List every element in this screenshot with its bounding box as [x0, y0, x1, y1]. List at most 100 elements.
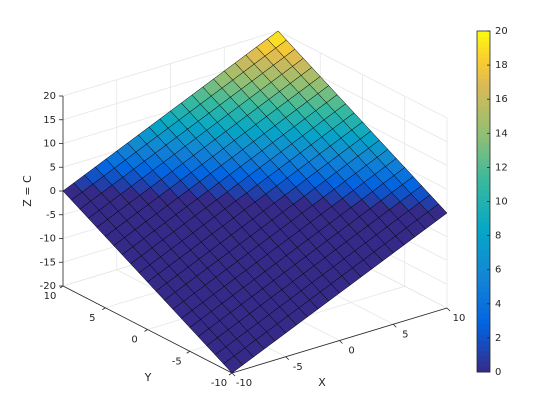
colorbar-cell: [477, 244, 490, 250]
colorbar-cell: [477, 260, 490, 266]
z-tick-label: -5: [46, 210, 56, 221]
z-tick-label: 0: [50, 186, 56, 197]
colorbar-tick-label: 18: [495, 60, 508, 71]
colorbar-cell: [477, 212, 490, 218]
z-tick-label: 20: [43, 91, 56, 102]
z-tick-label: 5: [50, 162, 56, 173]
colorbar-cell: [477, 313, 490, 320]
colorbar-cell: [477, 270, 490, 277]
colorbar-cell: [477, 164, 490, 171]
colorbar-cell: [477, 137, 490, 144]
colorbar-cell: [477, 126, 490, 133]
colorbar-cell: [477, 105, 490, 112]
colorbar-cell: [477, 84, 490, 91]
colorbar-cell: [477, 174, 490, 181]
colorbar-cell: [477, 201, 490, 208]
colorbar-cell: [477, 36, 490, 43]
colorbar-cell: [477, 206, 490, 213]
colorbar-tick-label: 20: [495, 26, 508, 37]
colorbar-cell: [477, 318, 490, 325]
colorbar-tick-label: 16: [495, 94, 508, 105]
colorbar-tick-label: 4: [495, 299, 501, 310]
colorbar-cell: [477, 148, 490, 155]
colorbar-cell: [477, 158, 490, 165]
colorbar-tick-label: 2: [495, 333, 501, 344]
colorbar-cell: [477, 196, 490, 202]
colorbar-cell: [477, 329, 490, 336]
colorbar-cell: [477, 334, 490, 341]
colorbar-cell: [477, 249, 490, 256]
colorbar-cell: [477, 366, 490, 373]
colorbar-cell: [477, 281, 490, 288]
colorbar-cell: [477, 68, 490, 75]
y-tick-label: 0: [131, 335, 137, 346]
y-tick: [102, 307, 106, 311]
colorbar-cell: [477, 286, 490, 293]
colorbar-cell: [477, 276, 490, 282]
z-tick-label: -20: [40, 281, 56, 292]
colorbar-cell: [477, 180, 490, 187]
colorbar-cell: [477, 89, 490, 96]
colorbar-tick-label: 8: [495, 231, 501, 242]
colorbar-cell: [477, 217, 490, 224]
y-tick: [144, 329, 148, 332]
colorbar-cell: [477, 116, 490, 123]
z-tick-label: 15: [43, 115, 56, 126]
colorbar-tick-label: 10: [495, 197, 508, 208]
colorbar-cell: [477, 62, 490, 69]
z-tick-label: 10: [43, 139, 56, 150]
x-tick-label: -5: [293, 362, 303, 373]
surface-face: [223, 355, 244, 374]
x-tick: [339, 340, 343, 344]
colorbar-cell: [477, 356, 490, 362]
colorbar-cell: [477, 142, 490, 149]
x-tick: [285, 356, 290, 361]
colorbar-cell: [477, 100, 490, 107]
y-tick: [186, 350, 190, 354]
colorbar-tick-label: 6: [495, 265, 501, 276]
x-tick-label: 10: [453, 313, 466, 324]
colorbar-tick-label: 14: [495, 128, 508, 139]
colorbar-cell: [477, 31, 490, 37]
colorbar-cell: [477, 185, 490, 192]
x-tick-label: 5: [402, 329, 408, 340]
colorbar-cell: [477, 292, 490, 298]
colorbar-cell: [477, 46, 490, 53]
x-tick-label: -10: [236, 378, 252, 389]
x-tick: [392, 323, 397, 328]
colorbar-cell: [477, 73, 490, 80]
colorbar-cell: [477, 190, 490, 197]
y-tick-label: 10: [44, 291, 57, 302]
colorbar-cell: [477, 340, 490, 346]
colorbar-cell: [477, 265, 490, 272]
colorbar-cell: [477, 110, 490, 117]
colorbar-cell: [477, 41, 490, 48]
colorbar-cell: [477, 324, 490, 330]
y-tick-label: -5: [172, 356, 182, 367]
colorbar-cell: [477, 233, 490, 240]
y-tick-label: -10: [211, 378, 227, 389]
grid-line: [277, 30, 448, 119]
colorbar-cell: [477, 57, 490, 64]
colorbar-cell: [477, 78, 490, 85]
z-axis-label: Z = C: [21, 175, 34, 207]
colorbar-cell: [477, 297, 490, 304]
colorbar-cell: [477, 238, 490, 245]
colorbar-tick-label: 0: [495, 367, 501, 378]
colorbar-cell: [477, 254, 490, 261]
colorbar-cell: [477, 361, 490, 368]
colorbar-cell: [477, 228, 490, 234]
colorbar-cell: [477, 345, 490, 352]
colorbar-cell: [477, 169, 490, 176]
colorbar-cell: [477, 308, 490, 314]
x-tick: [446, 307, 451, 312]
colorbar-cell: [477, 94, 490, 101]
y-axis-label: Y: [144, 371, 152, 384]
z-tick-label: -10: [40, 234, 56, 245]
colorbar-cell: [477, 121, 490, 128]
x-axis-label: X: [318, 376, 326, 389]
y-tick-label: 5: [89, 313, 95, 324]
y-tick: [228, 372, 233, 376]
colorbar-cell: [477, 132, 490, 139]
